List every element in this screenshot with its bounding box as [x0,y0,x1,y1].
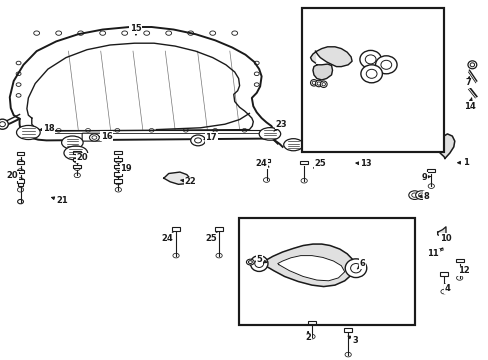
Ellipse shape [89,134,99,141]
Text: 21: 21 [52,197,68,205]
Text: 8: 8 [418,192,428,201]
Ellipse shape [375,56,396,74]
Ellipse shape [365,55,375,64]
Text: 17: 17 [203,133,217,142]
Text: 19: 19 [120,164,132,173]
Bar [238,218,414,325]
Ellipse shape [64,146,87,160]
Bar [73,150,81,154]
Ellipse shape [418,193,424,197]
Polygon shape [163,172,190,184]
Ellipse shape [190,135,205,146]
Bar [73,158,81,161]
Bar [114,179,122,183]
Ellipse shape [469,63,473,67]
Ellipse shape [380,60,391,69]
Text: 23: 23 [273,120,286,131]
Text: 25: 25 [313,159,325,168]
Ellipse shape [194,138,201,143]
Text: 10: 10 [439,234,451,243]
Text: 15: 15 [130,24,142,35]
Bar [17,152,24,155]
Ellipse shape [316,82,320,85]
Text: 4: 4 [444,283,449,293]
Text: 13: 13 [355,159,371,168]
Bar [172,227,180,231]
Ellipse shape [415,191,427,199]
Text: 5: 5 [256,256,266,264]
Bar [17,161,24,164]
Ellipse shape [310,80,317,86]
Bar [114,158,122,161]
Polygon shape [277,256,344,281]
Ellipse shape [248,261,252,264]
Text: 25: 25 [205,233,217,243]
Bar [114,172,122,176]
Bar [262,159,270,162]
Text: 1: 1 [457,158,468,167]
Ellipse shape [408,191,420,199]
Bar [300,161,307,164]
Polygon shape [437,227,445,237]
Text: 11: 11 [427,249,438,258]
Text: 7: 7 [465,77,470,87]
Bar [238,218,414,325]
Bar [302,8,443,152]
Bar [455,258,463,262]
Ellipse shape [246,259,254,265]
Ellipse shape [320,81,326,87]
Ellipse shape [467,61,476,69]
Text: 12: 12 [457,266,468,275]
Text: 9: 9 [421,173,430,181]
Text: 20: 20 [75,153,88,162]
Bar [17,179,24,183]
Bar [307,321,315,324]
Text: 14: 14 [463,98,474,111]
Text: 18: 18 [40,124,55,133]
Text: 20: 20 [6,171,20,180]
Bar [344,328,351,332]
Ellipse shape [283,139,303,151]
Polygon shape [437,134,454,158]
Bar [439,272,447,276]
Polygon shape [310,47,351,67]
Ellipse shape [359,50,381,68]
Ellipse shape [0,122,5,127]
Text: 22: 22 [181,177,196,186]
Polygon shape [312,64,332,80]
Bar [302,8,443,152]
Bar [73,165,81,168]
Ellipse shape [17,125,40,140]
Ellipse shape [92,136,97,139]
Ellipse shape [312,81,315,85]
Ellipse shape [315,80,322,87]
Ellipse shape [250,256,267,271]
Ellipse shape [366,69,376,78]
Polygon shape [255,244,355,287]
Ellipse shape [350,264,361,273]
FancyBboxPatch shape [82,133,102,141]
Ellipse shape [259,127,280,140]
Ellipse shape [61,136,83,149]
Ellipse shape [321,83,325,86]
Ellipse shape [0,119,8,129]
Text: 24: 24 [161,233,173,243]
Text: 2: 2 [305,332,310,342]
Text: 3: 3 [347,336,357,345]
Ellipse shape [360,65,382,83]
Bar [215,227,223,231]
Ellipse shape [411,193,417,197]
Ellipse shape [254,260,263,267]
Text: 6: 6 [357,259,365,269]
Bar [114,150,122,154]
Bar [18,183,23,186]
Bar [17,170,24,173]
Ellipse shape [345,259,366,278]
Text: 24: 24 [255,159,268,168]
Bar [114,165,122,168]
Bar [427,168,434,172]
Text: 16: 16 [100,132,112,140]
